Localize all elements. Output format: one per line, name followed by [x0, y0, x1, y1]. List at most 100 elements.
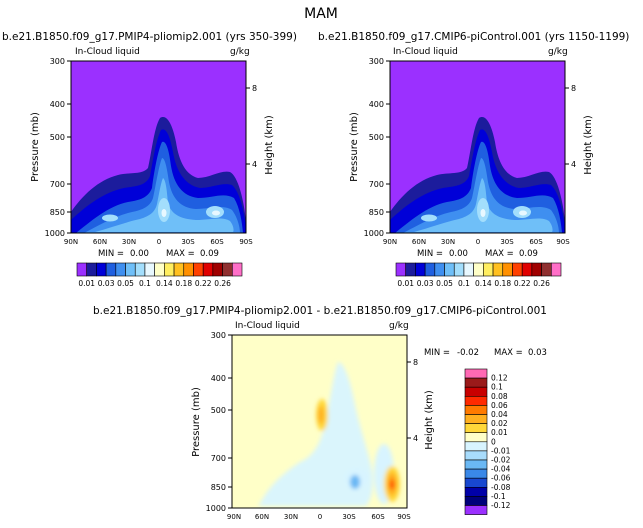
panel-3-colorbar-swatch	[464, 377, 488, 388]
panel-2-lat-tick: 60S	[529, 238, 543, 246]
panel-3-pressure-tick: 300	[211, 331, 226, 340]
panel-3-minmax: MIN = -0.02 MAX = 0.03	[424, 348, 547, 358]
panel-3-colorbar-label: -0.1	[491, 492, 506, 501]
panel-1-colorbar-label: 0.18	[175, 279, 192, 288]
panel-3-colorbar-swatch	[464, 395, 488, 406]
panel-2-y-axis-right-label: Height (km)	[583, 115, 594, 175]
panel-2-colorbar-swatch	[434, 262, 445, 277]
panel-2-colorbar-swatch	[463, 262, 474, 277]
panel-2-colorbar-label: 0.22	[514, 279, 531, 288]
panel-2-colorbar-swatch	[395, 262, 407, 277]
panel-1-pressure-tick: 500	[50, 133, 65, 142]
panel-2-lat-tick: 90S	[556, 238, 570, 246]
panel-2-lat-tick: 30N	[441, 238, 455, 246]
panel-2-pressure-tick: 300	[369, 57, 384, 66]
panel-2-colorbar-label: 0.18	[494, 279, 511, 288]
panel-1-colorbar-label: 0.03	[98, 279, 115, 288]
panel-1-colorbar-swatch	[105, 262, 117, 277]
panel-2-units-label: g/kg	[548, 47, 568, 57]
panel-1-min-label: MIN =	[98, 249, 124, 259]
panel-3-colorbar-label: -0.12	[491, 501, 511, 510]
panel-3-colorbar-label: 0.02	[491, 419, 508, 428]
panel-1-colorbar-swatch	[76, 262, 88, 277]
panel-1-colorbar-label: 0.1	[139, 279, 151, 288]
panel-1-lat-tick: 60N	[93, 238, 107, 246]
panel-2-lat-tick: 0	[476, 238, 480, 246]
panel-3-min-value: -0.02	[457, 348, 479, 358]
panel-3-y-axis-label: Pressure (mb)	[191, 387, 202, 457]
panel-2-colorbar: 0.01 0.03 0.05 0.1 0.14 0.18 0.22 0.26	[395, 262, 562, 288]
panel-1-units-label: g/kg	[230, 47, 250, 57]
panel-3-colorbar-swatch	[464, 432, 488, 443]
panel-2-colorbar-swatch	[424, 262, 436, 277]
panel-1-colorbar-swatch	[125, 262, 136, 277]
panel-1-colorbar-swatch	[183, 262, 194, 277]
panel-3-pressure-tick: 400	[211, 374, 226, 383]
panel-2-colorbar-swatch	[531, 262, 542, 277]
panel-1-height-tick: 4	[252, 160, 257, 169]
panel-1-min-value: 0.00	[130, 249, 149, 259]
panel-2-left-axis: 300 400 500 700 850 1000	[364, 57, 390, 238]
panel-1-colorbar-swatch	[144, 262, 155, 277]
panel-3-lat-tick: 30S	[342, 513, 356, 521]
panel-2-lat-tick: 90N	[383, 238, 397, 246]
panel-2-x-axis: 90N 60N 30N 0 30S 60S 90S	[383, 238, 570, 246]
panel-2-colorbar-swatch	[492, 262, 504, 277]
panel-2: b.e21.B1850.f09_g17.CMIP6-piControl.001 …	[318, 31, 629, 288]
panel-3-plot-frame	[231, 334, 408, 509]
panel-2-colorbar-swatch	[415, 262, 426, 277]
panel-1-colorbar-swatch	[231, 262, 243, 277]
panel-2-max-label: MAX =	[485, 249, 514, 259]
panel-2-colorbar-label: 0.14	[475, 279, 492, 288]
panel-3-colorbar-swatch	[464, 486, 488, 497]
panel-2-colorbar-swatch	[405, 262, 416, 277]
panel-3-colorbar-swatch	[464, 405, 488, 415]
panel-3-lat-tick: 90S	[397, 513, 411, 521]
panel-3-colorbar-label: -0.01	[491, 446, 511, 455]
panel-3-colorbar-label: 0.12	[491, 374, 508, 383]
panel-1-lat-tick: 30N	[122, 238, 136, 246]
panel-3-height-tick: 8	[413, 358, 418, 367]
panel-3-colorbar-label: -0.02	[491, 456, 511, 465]
panel-2-min-label: MIN =	[417, 249, 443, 259]
panel-3-colorbar-swatch	[464, 386, 488, 397]
panel-3-field-label: In-Cloud liquid	[235, 321, 300, 331]
panel-3-lat-tick: 0	[318, 513, 322, 521]
panel-2-pressure-tick: 700	[369, 180, 384, 189]
panel-2-colorbar-swatch	[521, 262, 533, 277]
panel-1-pressure-tick: 300	[50, 57, 65, 66]
panel-1-colorbar-swatch	[164, 262, 175, 277]
panel-1-colorbar-swatch	[96, 262, 107, 277]
panel-2-height-tick: 8	[571, 84, 576, 93]
panel-3-colorbar-swatch	[464, 414, 488, 424]
panel-3-colorbar-label: -0.04	[491, 465, 511, 474]
panel-3-case-title: b.e21.B1850.f09_g17.PMIP4-pliomip2.001 -…	[93, 305, 547, 317]
panel-1-colorbar-swatch	[193, 262, 204, 277]
panel-2-pressure-tick: 1000	[364, 229, 384, 238]
panel-3-min-label: MIN =	[424, 348, 450, 358]
panel-2-case-title: b.e21.B1850.f09_g17.CMIP6-piControl.001 …	[318, 31, 629, 43]
panel-1-plot-frame	[70, 60, 247, 234]
panel-1-colorbar-swatch	[222, 262, 233, 277]
panel-2-colorbar-swatch	[453, 262, 465, 277]
panel-2-pressure-tick: 850	[369, 208, 384, 217]
panel-2-min-value: 0.00	[449, 249, 468, 259]
panel-1-minmax: MIN = 0.00 MAX = 0.09	[98, 249, 219, 259]
panel-3-colorbar-swatch	[464, 459, 488, 470]
panel-1-max-label: MAX =	[166, 249, 195, 259]
panel-1-height-tick: 8	[252, 84, 257, 93]
panel-3-colorbar-label: -0.06	[491, 474, 511, 483]
panel-3-pressure-tick: 700	[211, 454, 226, 463]
panel-1-colorbar-label: 0.01	[78, 279, 95, 288]
panel-3-colorbar-swatch	[464, 441, 488, 452]
panel-1-x-axis: 90N 60N 30N 0 30S 60S 90S	[64, 238, 253, 246]
panel-3-colorbar-swatch	[464, 477, 488, 488]
panel-2-colorbar-label: 0.26	[533, 279, 550, 288]
panel-3-colorbar-swatch	[464, 423, 488, 434]
panel-1-lat-tick: 0	[157, 238, 161, 246]
panel-3-colorbar-swatch	[464, 450, 488, 461]
panel-1-colorbar: 0.01 0.03 0.05 0.1 0.14 0.18 0.22 0.26	[76, 262, 243, 288]
panel-1-colorbar-label: 0.26	[214, 279, 231, 288]
panel-3-diff-field	[258, 362, 400, 506]
panel-1-colorbar-swatch	[202, 262, 214, 277]
